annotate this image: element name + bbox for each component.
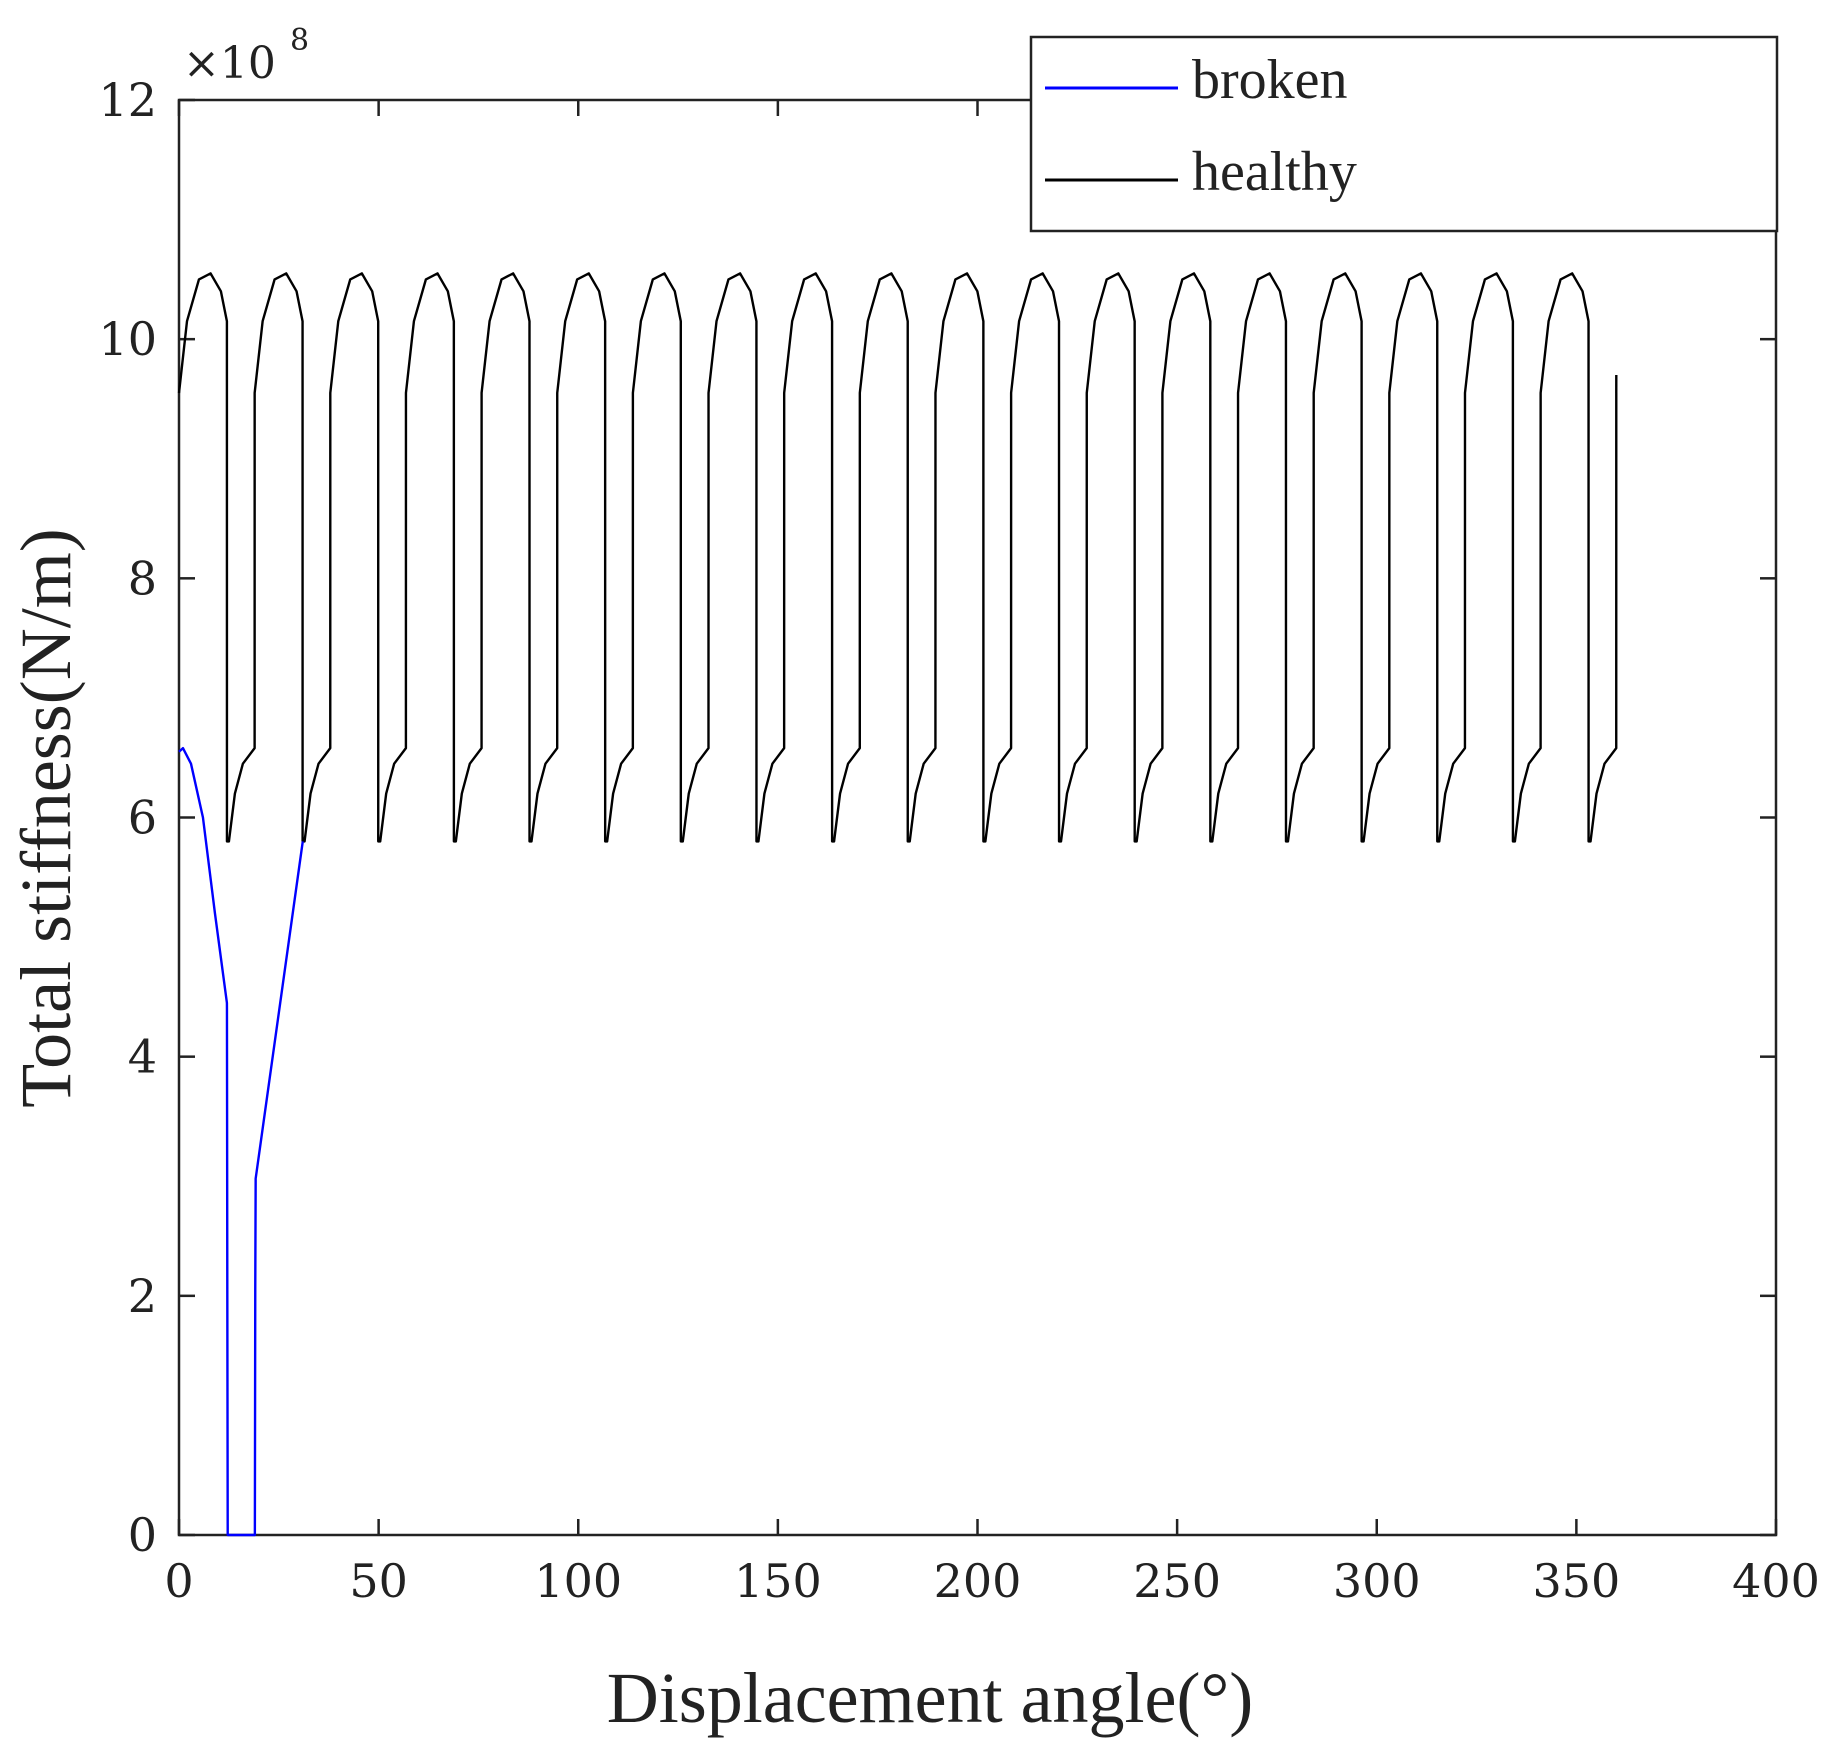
x-tick-label: 100 [534,1554,622,1608]
y-axis-title: Total stiffness(N/m) [6,528,86,1108]
series-line-broken [178,746,304,1537]
legend-label-broken: broken [1192,49,1348,111]
y-tick-label: 6 [128,791,157,845]
x-tick-label: 200 [934,1554,1022,1608]
y-tick-label: 12 [98,73,157,127]
x-tick-label: 50 [349,1554,408,1608]
ticks: 0 50 100 150 200 250 300 350 400 0 2 4 6 8 10 12 [98,73,1819,1608]
y-axis-multiplier: ×10 8 [183,23,309,89]
x-tick-label: 250 [1133,1554,1221,1608]
x-tick-label: 0 [164,1554,193,1608]
series-layer [177,272,1618,1537]
legend: broken healthy [1029,35,1779,233]
x-axis-title: Displacement angle(°) [607,1658,1254,1738]
y-tick-label: 8 [128,551,157,605]
x-tick-label: 300 [1333,1554,1421,1608]
y-multiplier-base: ×10 [183,38,276,89]
y-tick-label: 0 [128,1508,157,1562]
x-tick-label: 400 [1732,1554,1820,1608]
x-tick-label: 350 [1532,1554,1620,1608]
x-tick-label: 150 [734,1554,822,1608]
legend-label-healthy: healthy [1192,141,1357,203]
legend-box [1029,35,1779,233]
y-tick-label: 2 [128,1269,157,1323]
series-line-healthy [177,272,1618,843]
y-multiplier-exponent: 8 [290,23,309,58]
y-tick-label: 10 [98,312,157,366]
y-tick-label: 4 [128,1030,157,1084]
plot-area [177,98,1778,1537]
